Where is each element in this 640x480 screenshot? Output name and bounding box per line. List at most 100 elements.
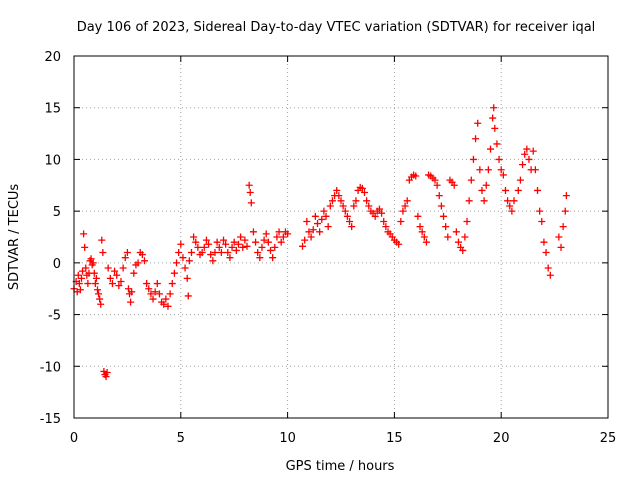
data-point bbox=[382, 223, 390, 231]
data-point bbox=[104, 264, 112, 272]
y-tick-label: 15 bbox=[44, 102, 61, 117]
data-point bbox=[100, 367, 108, 375]
data-point bbox=[484, 166, 492, 174]
data-point bbox=[260, 236, 268, 244]
data-point bbox=[519, 161, 527, 169]
data-point bbox=[472, 135, 480, 143]
data-point bbox=[239, 243, 247, 251]
data-point bbox=[341, 207, 349, 215]
data-point bbox=[363, 197, 371, 205]
data-point bbox=[228, 243, 236, 251]
data-point bbox=[465, 197, 473, 205]
data-point bbox=[324, 223, 332, 231]
data-point bbox=[183, 274, 191, 282]
data-point bbox=[128, 288, 136, 296]
data-point bbox=[490, 104, 498, 112]
data-point bbox=[482, 181, 490, 189]
x-axis-title: GPS time / hours bbox=[286, 459, 395, 474]
data-point bbox=[200, 243, 208, 251]
data-point bbox=[546, 271, 554, 279]
data-point bbox=[378, 209, 386, 217]
data-point bbox=[202, 236, 210, 244]
x-tick-label: 5 bbox=[177, 431, 185, 446]
data-point bbox=[395, 240, 403, 248]
data-point bbox=[237, 233, 245, 241]
data-point bbox=[185, 257, 193, 265]
data-point bbox=[538, 217, 546, 225]
data-point bbox=[96, 295, 104, 303]
data-point bbox=[343, 212, 351, 220]
data-point bbox=[358, 184, 366, 192]
y-tick-label: -10 bbox=[40, 360, 61, 375]
data-point bbox=[166, 290, 174, 298]
data-point bbox=[499, 171, 507, 179]
data-point bbox=[179, 254, 187, 262]
data-point bbox=[91, 280, 99, 288]
y-tick-labels: -15 -10 -5 0 5 10 15 20 bbox=[40, 50, 61, 427]
data-point bbox=[256, 254, 264, 262]
data-point bbox=[213, 238, 221, 246]
data-point bbox=[346, 217, 354, 225]
data-point bbox=[192, 238, 200, 246]
data-point bbox=[275, 228, 283, 236]
data-point bbox=[217, 249, 225, 257]
data-point bbox=[267, 246, 275, 254]
data-point bbox=[117, 277, 125, 285]
data-point bbox=[87, 255, 95, 263]
data-point bbox=[431, 176, 439, 184]
data-point bbox=[474, 119, 482, 127]
data-point bbox=[416, 223, 424, 231]
data-point bbox=[198, 249, 206, 257]
data-point bbox=[380, 217, 388, 225]
data-point bbox=[254, 249, 262, 257]
data-point bbox=[542, 249, 550, 257]
data-point bbox=[525, 155, 533, 163]
y-tick-label: -5 bbox=[48, 309, 61, 324]
x-tick-label: 20 bbox=[493, 431, 510, 446]
data-point bbox=[501, 186, 509, 194]
y-tick-label: 10 bbox=[44, 153, 61, 168]
data-point bbox=[514, 186, 522, 194]
data-point bbox=[459, 246, 467, 254]
data-point bbox=[74, 271, 82, 279]
data-point bbox=[145, 285, 153, 293]
x-tick-label: 0 bbox=[70, 431, 78, 446]
data-point bbox=[403, 197, 411, 205]
data-point bbox=[75, 280, 83, 288]
data-point bbox=[77, 274, 85, 282]
data-point bbox=[534, 186, 542, 194]
data-point bbox=[529, 147, 537, 155]
data-point bbox=[326, 202, 334, 210]
chart-title: Day 106 of 2023, Sidereal Day-to-day VTE… bbox=[77, 20, 596, 35]
data-point bbox=[495, 155, 503, 163]
data-point bbox=[222, 240, 230, 248]
data-point bbox=[111, 267, 119, 275]
y-axis-title: SDTVAR / TECUs bbox=[7, 184, 22, 291]
y-tick-label: 20 bbox=[44, 50, 61, 65]
data-point bbox=[412, 172, 420, 180]
data-point bbox=[414, 212, 422, 220]
data-point bbox=[89, 259, 97, 267]
data-point bbox=[303, 217, 311, 225]
data-point bbox=[375, 205, 383, 213]
data-point bbox=[476, 166, 484, 174]
data-point bbox=[149, 295, 157, 303]
data-point bbox=[497, 166, 505, 174]
data-point bbox=[160, 300, 168, 308]
data-point bbox=[241, 236, 249, 244]
data-point bbox=[81, 243, 89, 251]
data-point bbox=[220, 236, 228, 244]
data-point bbox=[307, 233, 315, 241]
data-point bbox=[531, 166, 539, 174]
data-point bbox=[435, 192, 443, 200]
data-point bbox=[168, 280, 176, 288]
data-point bbox=[536, 207, 544, 215]
data-point bbox=[273, 233, 281, 241]
data-point bbox=[211, 249, 219, 257]
data-point bbox=[108, 280, 116, 288]
data-point bbox=[508, 207, 516, 215]
data-point bbox=[140, 257, 148, 265]
data-point bbox=[97, 300, 105, 308]
data-points bbox=[70, 104, 570, 381]
data-point bbox=[264, 238, 272, 246]
